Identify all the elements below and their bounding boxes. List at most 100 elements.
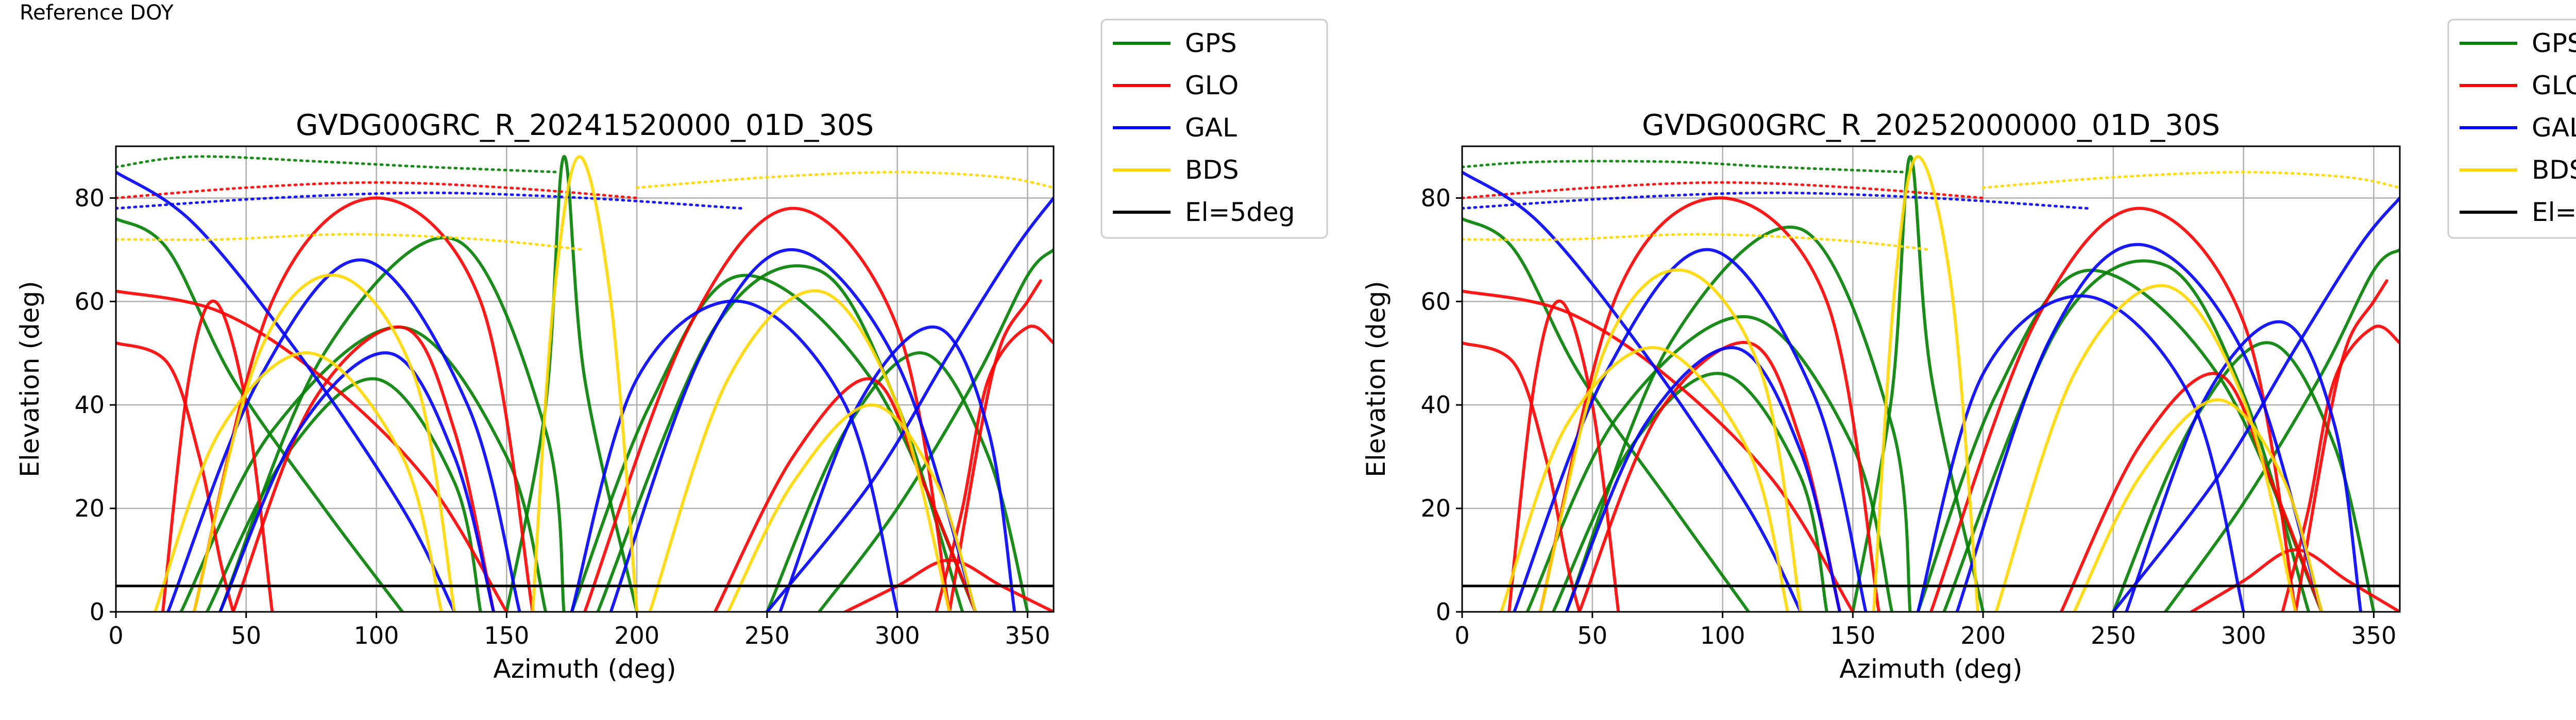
legend-label: BDS — [2532, 155, 2576, 185]
satellite-arc — [2111, 341, 2376, 612]
plot-area — [1462, 155, 2400, 612]
satellite-arc — [116, 341, 235, 612]
satellite-arc — [1851, 155, 1985, 612]
satellite-arc — [843, 558, 1054, 612]
satellite-arc — [1513, 248, 1868, 612]
series-bds — [116, 155, 1054, 612]
satellite-arc — [116, 289, 509, 612]
x-tick-label: 300 — [875, 622, 920, 649]
satellite-arc — [818, 248, 1054, 612]
series-glo — [1462, 181, 2400, 612]
satellite-arc — [1872, 155, 1979, 612]
x-tick-label: 200 — [614, 622, 659, 649]
y-tick-label: 40 — [1420, 391, 1451, 419]
legend-box — [1100, 19, 1328, 239]
legend-label: GLO — [1185, 71, 1239, 100]
satellite-arc — [609, 248, 977, 612]
satellite-arc — [1462, 191, 2089, 210]
axes-frame — [115, 145, 1055, 613]
satellite-arc — [161, 299, 274, 612]
satellite-arc — [1565, 226, 1912, 612]
x-tick-label: 50 — [1578, 622, 1608, 649]
x-tick-label: 0 — [1454, 622, 1469, 649]
satellite-arc — [531, 155, 639, 612]
y-tick-label: 40 — [74, 391, 105, 419]
satellite-arc — [231, 325, 496, 612]
satellite-arc — [1462, 341, 1581, 612]
satellite-arc — [1499, 346, 1789, 612]
satellite-arc — [505, 155, 639, 612]
satellite-arc — [726, 403, 977, 612]
series-glo — [116, 181, 1054, 612]
satellite-arc — [1994, 284, 2297, 612]
satellite-arc — [2125, 320, 2363, 612]
legend-label: GAL — [2532, 113, 2576, 143]
axes-frame — [1461, 145, 2401, 613]
satellite-arc — [1929, 207, 2297, 612]
satellite-arc — [1507, 299, 1620, 612]
x-tick-label: 0 — [108, 622, 123, 649]
satellite-arc — [765, 196, 1054, 612]
satellite-arc — [218, 351, 496, 612]
satellite-arc — [1462, 233, 1933, 251]
satellite-arc — [153, 351, 443, 612]
chart-title: GVDG00GRC_R_20241520000_01D_30S — [296, 109, 874, 142]
x-tick-label: 300 — [2221, 622, 2266, 649]
satellite-arc — [1565, 346, 1842, 612]
y-tick-label: 60 — [74, 287, 105, 315]
y-tick-label: 60 — [1420, 287, 1451, 315]
satellite-arc — [1551, 372, 1828, 612]
y-tick-label: 80 — [1420, 184, 1451, 212]
satellite-arc — [218, 236, 566, 612]
x-tick-label: 50 — [231, 622, 262, 649]
satellite-arc — [1942, 259, 2311, 612]
series-gal — [116, 170, 1054, 612]
satellite-arc — [1955, 243, 2324, 612]
x-axis-label: Azimuth (deg) — [493, 654, 676, 684]
satellite-arc — [713, 377, 977, 612]
satellite-arc — [570, 299, 899, 612]
satellite-arc — [1526, 315, 1894, 612]
chart-panel-1: 0 50 100 150 200 250 300 350 0 20 40 60 80 GVDG00GRC_… — [15, 19, 1328, 684]
satellite-arc — [116, 170, 456, 612]
y-tick-label: 0 — [1436, 598, 1451, 626]
satellite-arc — [1462, 217, 1751, 612]
legend-label: El=5deg — [1185, 197, 1295, 227]
satellite-arc — [116, 155, 560, 174]
legend-label: El=5deg — [2532, 197, 2576, 227]
satellite-arc — [947, 279, 1042, 612]
series-gal — [1462, 170, 2400, 612]
legend-label: GPS — [2532, 28, 2576, 58]
satellite-arc — [2281, 324, 2400, 612]
x-tick-label: 250 — [2091, 622, 2136, 649]
satellite-arc — [765, 351, 1029, 612]
legend-label: GLO — [2532, 71, 2576, 100]
x-tick-label: 100 — [354, 622, 399, 649]
chart-panel-2: 0 50 100 150 200 250 300 350 0 20 40 60 80 GVDG00GRC_… — [1361, 19, 2576, 684]
satellite-arc — [166, 258, 521, 612]
y-tick-label: 20 — [1420, 494, 1451, 522]
satellite-arc — [583, 207, 951, 612]
x-tick-label: 350 — [2351, 622, 2397, 649]
plot-area — [116, 155, 1054, 612]
y-axis-label: Elevation (deg) — [15, 281, 45, 477]
legend-label: GAL — [1185, 113, 1237, 143]
x-tick-label: 250 — [744, 622, 790, 649]
legend-label: GPS — [1185, 28, 1237, 58]
legend: GPS GLO GAL BDS El=5deg — [2447, 19, 2576, 239]
satellite-arc — [205, 377, 482, 612]
satellite-arc — [1981, 170, 2400, 189]
satellite-arc — [192, 273, 456, 612]
satellite-arc — [116, 217, 404, 612]
satellite-arc — [2294, 279, 2388, 612]
x-tick-label: 150 — [484, 622, 529, 649]
satellite-arc — [116, 233, 586, 251]
satellite-arc — [1462, 160, 1906, 174]
satellite-arc — [116, 181, 638, 199]
legend: GPS GLO GAL BDS El=5deg — [1100, 19, 1328, 239]
satellite-arc — [116, 191, 742, 210]
x-tick-label: 350 — [1005, 622, 1050, 649]
satellite-arc — [2190, 548, 2400, 612]
chart-title: GVDG00GRC_R_20252000000_01D_30S — [1642, 109, 2220, 142]
legend-label: BDS — [1185, 155, 1239, 185]
